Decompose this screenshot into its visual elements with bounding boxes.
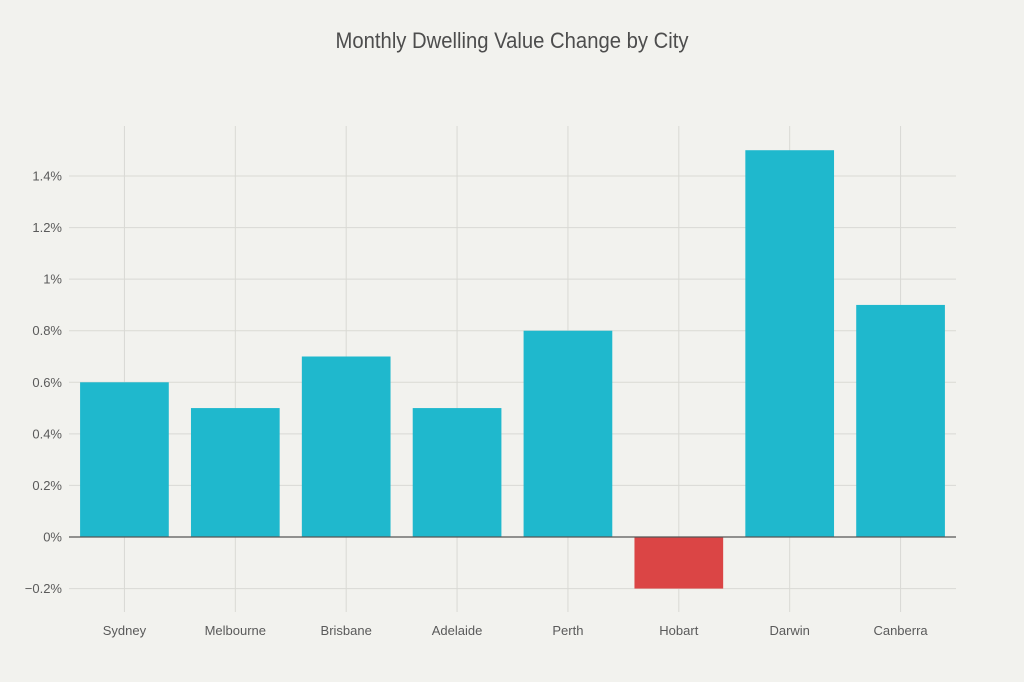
y-tick-label: 0% <box>43 530 62 545</box>
x-tick-label: Darwin <box>769 623 809 638</box>
y-tick-label: −0.2% <box>25 581 63 596</box>
y-tick-label: 0.6% <box>32 375 62 390</box>
y-tick-label: 1% <box>43 272 62 287</box>
x-axis-ticks: Sydney Melbourne Brisbane Adelaide Perth Hoba… <box>103 623 929 638</box>
y-tick-label: 0.8% <box>32 323 62 338</box>
bar-perth <box>523 330 613 537</box>
chart-title: Monthly Dwelling Value Change by City <box>335 28 689 53</box>
bar-sydney <box>80 382 169 537</box>
x-tick-label: Brisbane <box>321 623 372 638</box>
x-tick-label: Melbourne <box>205 623 266 638</box>
x-tick-label: Perth <box>552 623 583 638</box>
bar-melbourne <box>190 408 280 537</box>
y-axis-ticks: −0.2% 0% 0.2% 0.4% 0.6% 0.8% 1% 1.2% 1.4% <box>25 169 63 597</box>
bar-darwin <box>745 150 835 537</box>
x-tick-label: Hobart <box>659 623 698 638</box>
bar-canberra <box>856 304 945 537</box>
y-tick-label: 1.4% <box>32 169 62 184</box>
bar-hobart <box>634 537 724 589</box>
y-tick-label: 0.2% <box>32 478 62 493</box>
bar-brisbane <box>301 356 391 537</box>
y-tick-label: 0.4% <box>32 426 62 441</box>
x-tick-label: Canberra <box>873 623 928 638</box>
bars-layer <box>80 150 945 589</box>
bar-adelaide <box>412 408 502 537</box>
x-tick-label: Sydney <box>103 623 147 638</box>
y-tick-label: 1.2% <box>32 220 62 235</box>
x-tick-label: Adelaide <box>432 623 483 638</box>
